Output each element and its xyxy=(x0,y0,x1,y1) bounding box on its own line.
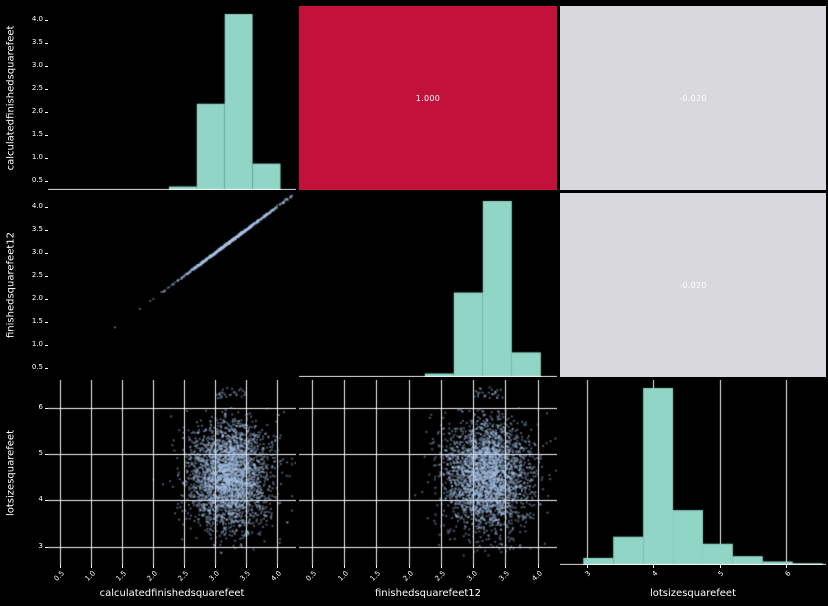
y-tick-label: 4.0 xyxy=(31,202,43,210)
x-tick-label: 0.5 xyxy=(304,569,318,583)
x-tick-mark xyxy=(719,565,721,568)
scatter-lotsizesquarefeet-vs-finishedsquarefeet12 xyxy=(299,380,557,565)
y-tick-mark xyxy=(45,181,48,182)
x-tick-mark xyxy=(408,565,410,568)
x-tick-label: 3.5 xyxy=(238,569,253,583)
correlation-value: -0.020 xyxy=(679,280,707,290)
x-tick-mark xyxy=(586,565,588,568)
y-tick-label: 3.5 xyxy=(31,38,43,46)
hist-finishedsquarefeet12 xyxy=(299,193,557,377)
y-tick-label: 2.0 xyxy=(31,107,43,115)
x-tick-label: 4.0 xyxy=(530,569,544,583)
y-tick-label: 4.0 xyxy=(31,15,43,23)
x-tick-label: 2.0 xyxy=(401,569,415,583)
x-tick-mark xyxy=(376,565,378,568)
y-tick-label: 3.0 xyxy=(31,61,43,69)
x-tick-label: 3.0 xyxy=(465,569,480,583)
y-tick-label: 2.5 xyxy=(31,271,43,279)
x-tick-mark xyxy=(91,565,93,568)
x-tick-label: 1.5 xyxy=(114,569,129,583)
correlation-value: -0.020 xyxy=(679,93,707,103)
hist-calculatedfinishedsquarefeet xyxy=(48,6,296,190)
y-tick-mark xyxy=(45,89,48,90)
y-tick-mark xyxy=(45,276,48,277)
y-tick-label: 4 xyxy=(38,495,43,503)
y-tick-mark xyxy=(45,322,48,323)
x-tick-mark xyxy=(153,565,155,568)
x-tick-mark xyxy=(440,565,442,568)
x-tick-mark xyxy=(215,565,217,568)
correlation-cell-strong: 1.000 xyxy=(299,6,557,190)
x-tick-label: 0.5 xyxy=(52,569,67,583)
x-tick-label: 1.0 xyxy=(336,569,351,583)
x-tick-label: 3.5 xyxy=(497,569,512,583)
x-tick-mark xyxy=(537,565,539,568)
x-axis-label-finishedsquarefeet12: finishedsquarefeet12 xyxy=(374,588,482,599)
y-tick-mark xyxy=(45,368,48,369)
scatter-finishedsquarefeet12-vs-calculatedfinishedsquarefeet xyxy=(48,193,296,377)
y-tick-label: 1.0 xyxy=(31,340,43,348)
x-tick-mark xyxy=(311,565,313,568)
y-tick-mark xyxy=(45,454,48,455)
y-tick-mark xyxy=(45,135,48,136)
x-tick-label: 2.5 xyxy=(176,569,191,583)
x-tick-mark xyxy=(60,565,62,568)
y-tick-label: 3.0 xyxy=(31,248,43,256)
hist-lotsizesquarefeet xyxy=(560,380,826,565)
x-tick-label: 3 xyxy=(583,569,593,579)
x-tick-mark xyxy=(344,565,346,568)
y-tick-mark xyxy=(45,158,48,159)
x-tick-mark xyxy=(653,565,655,568)
x-tick-mark xyxy=(246,565,248,568)
x-tick-label: 1.5 xyxy=(368,569,383,583)
correlation-value: 1.000 xyxy=(415,93,441,103)
y-tick-mark xyxy=(45,408,48,409)
x-tick-label: 4 xyxy=(650,569,660,579)
y-tick-label: 2.5 xyxy=(31,84,43,92)
x-axis-label-lotsizesquarefeet: lotsizesquarefeet xyxy=(649,588,737,599)
y-tick-mark xyxy=(45,20,48,21)
y-tick-label: 5 xyxy=(38,449,43,457)
x-tick-mark xyxy=(786,565,788,568)
y-tick-label: 0.5 xyxy=(31,363,43,371)
x-tick-label: 2.0 xyxy=(145,569,160,583)
y-tick-label: 6 xyxy=(38,403,43,411)
x-tick-label: 1.0 xyxy=(83,569,98,583)
x-tick-label: 3.0 xyxy=(207,569,222,583)
x-tick-mark xyxy=(122,565,124,568)
y-tick-mark xyxy=(45,66,48,67)
x-tick-mark xyxy=(505,565,507,568)
y-tick-mark xyxy=(45,547,48,548)
y-tick-mark xyxy=(45,230,48,231)
correlation-cell-weak: -0.020 xyxy=(560,193,826,377)
y-tick-label: 2.0 xyxy=(31,294,43,302)
y-tick-mark xyxy=(45,43,48,44)
y-tick-label: 3 xyxy=(38,542,43,550)
x-tick-label: 4.0 xyxy=(269,569,284,583)
y-tick-label: 3.5 xyxy=(31,225,43,233)
y-axis-label-calculatedfinishedsquarefeet: calculatedfinishedsquarefeet xyxy=(5,25,17,171)
x-tick-label: 5 xyxy=(716,569,726,579)
y-tick-label: 1.0 xyxy=(31,153,43,161)
correlation-cell-weak: -0.020 xyxy=(560,6,826,190)
x-axis-label-calculatedfinishedsquarefeet: calculatedfinishedsquarefeet xyxy=(99,588,245,599)
scatter-lotsizesquarefeet-vs-calculatedfinishedsquarefeet xyxy=(48,380,296,565)
y-tick-mark xyxy=(45,345,48,346)
y-tick-mark xyxy=(45,500,48,501)
y-tick-label: 0.5 xyxy=(31,176,43,184)
x-tick-label: 2.5 xyxy=(433,569,447,583)
x-tick-mark xyxy=(277,565,279,568)
y-tick-label: 1.5 xyxy=(31,130,43,138)
y-tick-mark xyxy=(45,299,48,300)
y-tick-mark xyxy=(45,207,48,208)
x-tick-label: 6 xyxy=(783,569,793,579)
y-tick-mark xyxy=(45,253,48,254)
x-tick-mark xyxy=(184,565,186,568)
y-tick-label: 1.5 xyxy=(31,317,43,325)
y-tick-mark xyxy=(45,112,48,113)
x-tick-mark xyxy=(473,565,475,568)
